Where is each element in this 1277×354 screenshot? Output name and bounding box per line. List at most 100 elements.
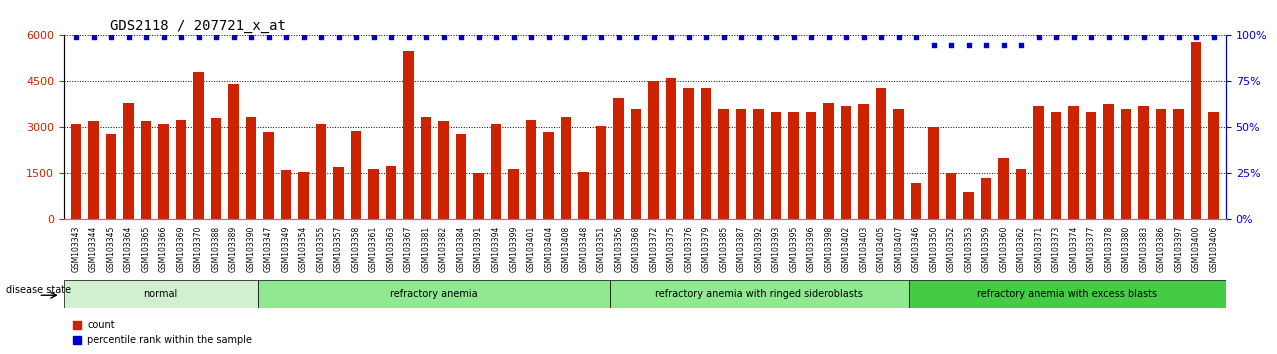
Point [346,34,366,40]
Point [889,34,909,40]
Point [539,34,559,40]
Point [433,34,453,40]
Bar [876,87,886,219]
Point [1186,34,1207,40]
Bar [281,170,291,219]
Bar [631,109,641,219]
Point [608,34,628,40]
Bar [1085,112,1097,219]
Bar [840,106,852,219]
Bar [299,172,309,219]
Bar [193,72,204,219]
Point [487,34,507,40]
Bar [106,133,116,219]
Point [976,42,996,47]
Point [1046,34,1066,40]
Bar [613,98,624,219]
Text: refractory anemia with excess blasts: refractory anemia with excess blasts [977,289,1157,299]
Bar [1033,106,1043,219]
Point [101,34,121,40]
Bar [333,167,344,219]
Bar [1051,112,1061,219]
Point [310,34,331,40]
Bar [649,81,659,219]
Bar [490,124,502,219]
Bar [386,166,396,219]
Point [871,34,891,40]
Point [644,34,664,40]
Point [1116,34,1137,40]
Point [153,34,174,40]
Point [1203,34,1223,40]
Point [573,34,594,40]
Bar [368,169,379,219]
FancyBboxPatch shape [909,280,1226,308]
Bar [70,124,82,219]
Text: disease state: disease state [6,285,72,295]
Point [223,34,244,40]
Bar [578,172,589,219]
Bar [1121,109,1131,219]
Bar [315,124,327,219]
Point [469,34,489,40]
Bar [404,51,414,219]
Point [730,34,751,40]
Point [783,34,803,40]
Point [1064,34,1084,40]
Bar [1138,106,1149,219]
Bar [981,178,991,219]
Point [591,34,612,40]
Bar [561,117,571,219]
Text: normal: normal [143,289,178,299]
Bar [421,117,432,219]
Bar [946,173,956,219]
Point [294,34,314,40]
Point [258,34,278,40]
Point [994,42,1014,47]
Point [66,34,87,40]
Bar [736,109,746,219]
Point [748,34,769,40]
Point [1098,34,1119,40]
Point [905,34,926,40]
Bar [544,132,554,219]
Bar [158,124,169,219]
Bar [88,121,98,219]
Point [696,34,716,40]
Bar [596,126,607,219]
Bar [894,109,904,219]
Point [853,34,873,40]
Point [503,34,524,40]
Point [661,34,682,40]
Bar [508,169,518,219]
Bar [963,192,974,219]
Text: GDS2118 / 207721_x_at: GDS2118 / 207721_x_at [110,19,286,33]
Text: refractory anemia: refractory anemia [389,289,478,299]
Point [714,34,734,40]
Point [1151,34,1171,40]
Bar [140,121,152,219]
Point [819,34,839,40]
FancyBboxPatch shape [258,280,609,308]
Point [521,34,541,40]
Point [189,34,209,40]
Bar [351,131,361,219]
Point [959,42,979,47]
Bar [683,87,693,219]
Point [328,34,349,40]
Bar [1016,169,1027,219]
Bar [824,103,834,219]
Point [766,34,787,40]
Point [416,34,437,40]
Point [381,34,401,40]
Bar [1069,106,1079,219]
Point [1028,34,1048,40]
Text: refractory anemia with ringed sideroblasts: refractory anemia with ringed sideroblas… [655,289,863,299]
Bar [1208,112,1220,219]
Point [923,42,944,47]
Bar [176,120,186,219]
Point [451,34,471,40]
FancyBboxPatch shape [609,280,909,308]
Bar [788,112,799,219]
Bar [474,173,484,219]
